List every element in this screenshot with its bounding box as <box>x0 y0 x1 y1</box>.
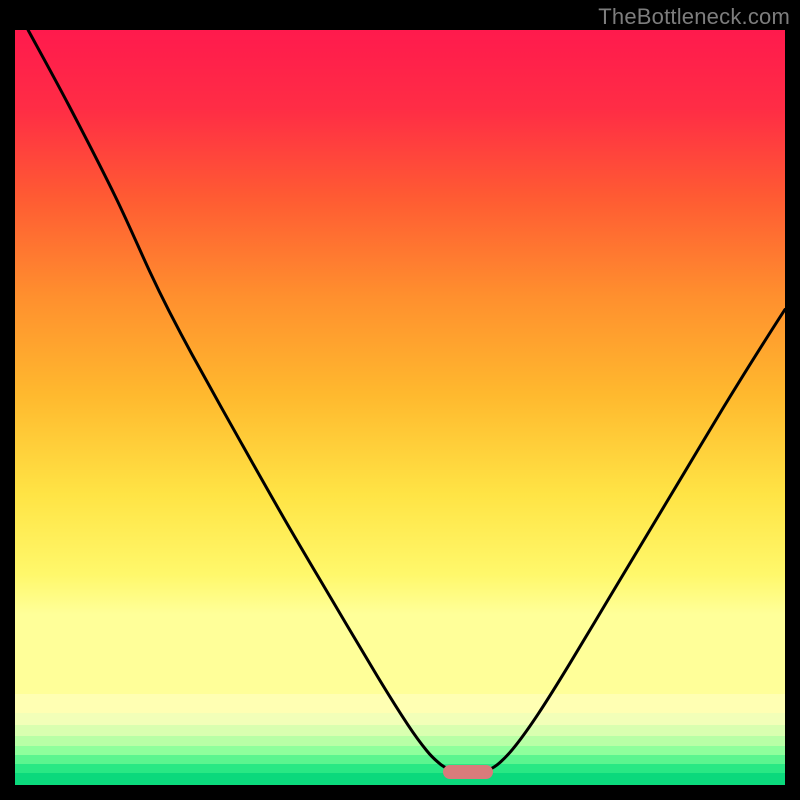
watermark-text: TheBottleneck.com <box>598 4 790 30</box>
curve-svg <box>15 30 785 785</box>
bottleneck-curve <box>28 30 785 772</box>
bottleneck-marker <box>443 765 493 779</box>
plot-area <box>15 30 785 785</box>
